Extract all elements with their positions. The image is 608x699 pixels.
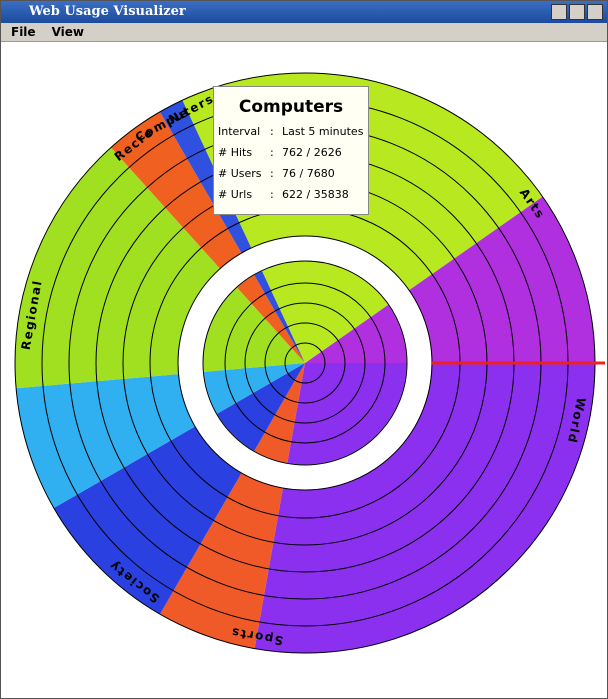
sector [160, 100, 305, 363]
menu-bar: File View [1, 23, 607, 42]
ring [202, 260, 408, 466]
menu-item[interactable]: View [51, 25, 84, 39]
close-button[interactable] [587, 4, 603, 20]
tooltip-cell: : [270, 188, 274, 201]
tooltip-cell: : [270, 167, 274, 180]
ring [264, 322, 346, 404]
tooltip: Computers Interval: Last 5 minutes # Hits:… [213, 86, 369, 215]
tooltip-row: # Urls:622 / 35838 [214, 188, 368, 209]
minimize-button[interactable] [551, 4, 567, 20]
menu-item[interactable]: File [11, 25, 36, 39]
tooltip-row: # Users:76 / 7680 [214, 167, 368, 188]
ring [244, 302, 366, 424]
sector [53, 363, 306, 615]
tooltip-cell: Last 5 minutes [282, 125, 364, 138]
window-title: Web Usage Visualizer [29, 4, 186, 19]
title-bar: Web Usage Visualizer [1, 1, 607, 23]
tooltip-cell: # Urls [218, 188, 253, 201]
tooltip-cell: Interval [218, 125, 261, 138]
tooltip-cell: 762 / 2626 [282, 146, 342, 159]
tooltip-title: Computers [238, 97, 344, 117]
ring [284, 342, 326, 384]
tooltip-cell: : [270, 146, 274, 159]
tooltip-cell: # Hits [218, 146, 253, 159]
gap-ring [178, 236, 432, 490]
window-controls [551, 4, 603, 20]
tooltip-cell: 622 / 35838 [282, 188, 349, 201]
ring [224, 282, 386, 444]
tooltip-cell: : [270, 125, 274, 138]
sector [110, 111, 306, 363]
tooltip-cell: # Users [218, 167, 262, 180]
tooltip-row: # Hits:762 / 2626 [214, 146, 368, 167]
sector [16, 363, 305, 508]
sector [305, 196, 595, 363]
maximize-button[interactable] [569, 4, 585, 20]
tooltip-cell: 76 / 7680 [282, 167, 335, 180]
tooltip-row: Interval: Last 5 minutes [214, 125, 368, 146]
